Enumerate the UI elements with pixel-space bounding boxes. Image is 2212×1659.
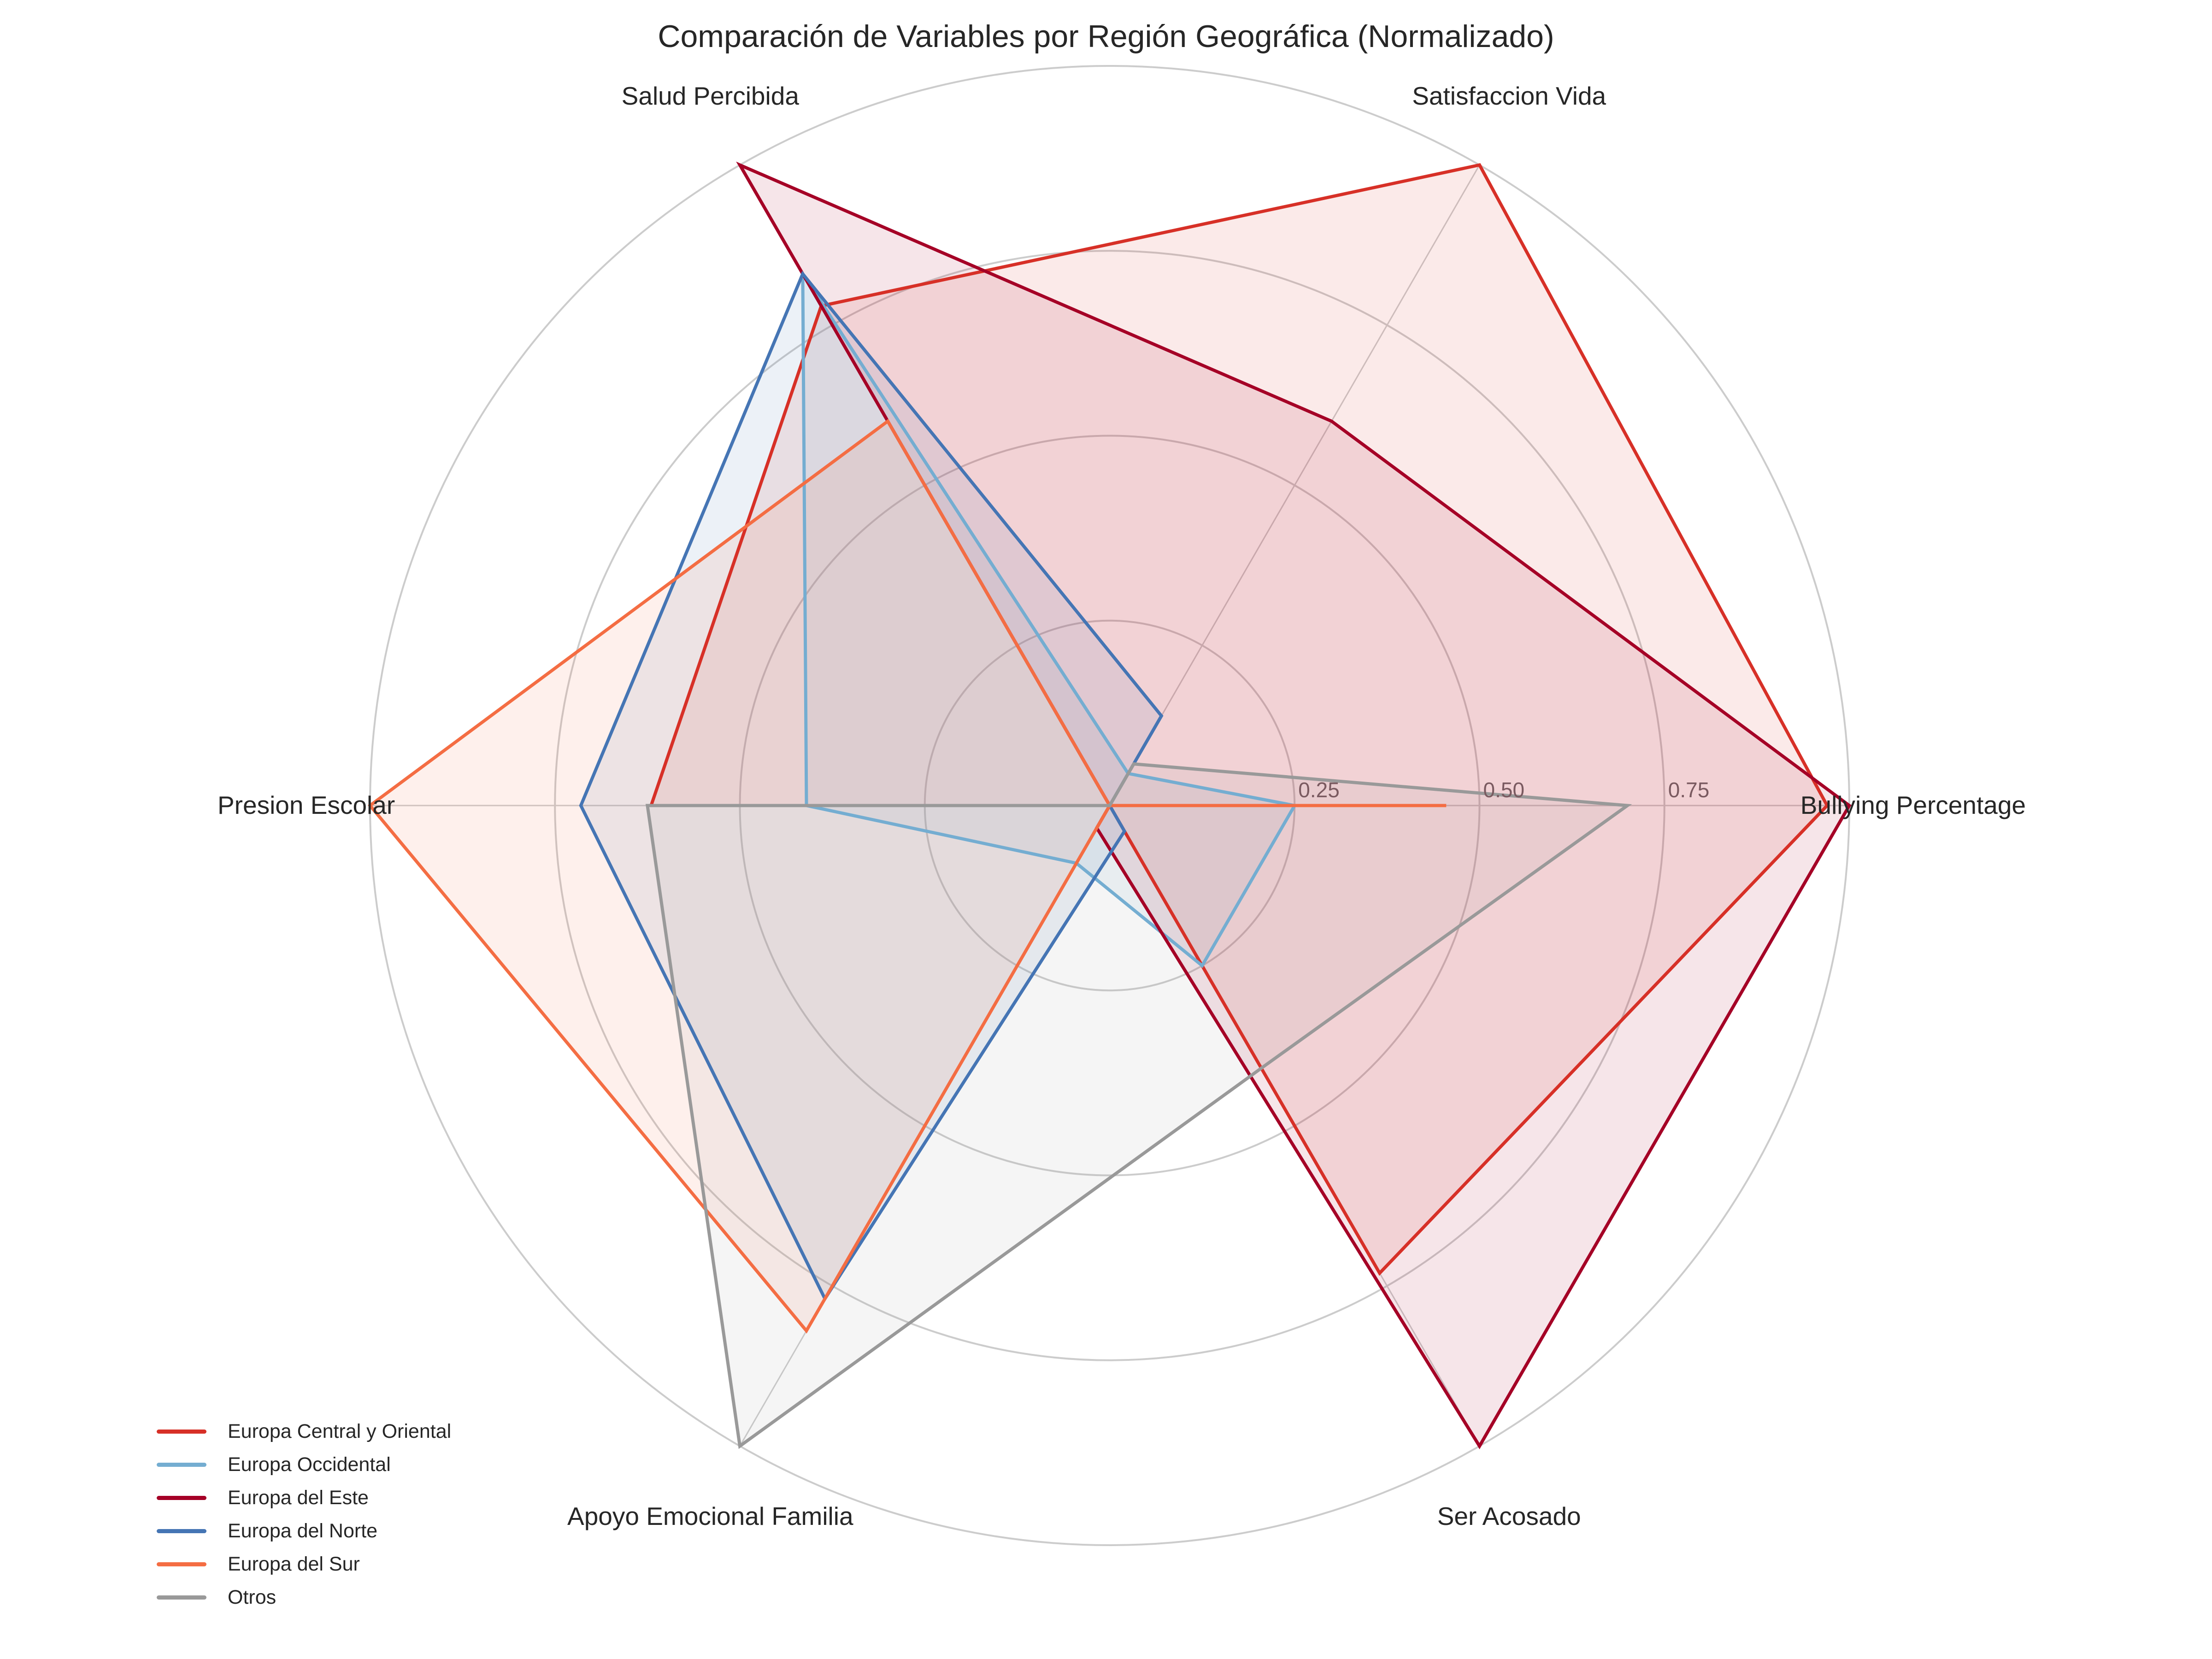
axis-label: Presion Escolar xyxy=(218,791,395,819)
axis-label: Salud Percibida xyxy=(622,82,800,110)
legend-item: Europa del Sur xyxy=(157,1547,451,1581)
radial-tick-label: 0.25 xyxy=(1298,778,1340,802)
legend-label: Europa Central y Oriental xyxy=(228,1420,452,1442)
legend-label: Europa del Este xyxy=(228,1486,369,1509)
series-layer xyxy=(367,161,1852,1449)
legend-label: Europa del Sur xyxy=(228,1553,360,1575)
series-line xyxy=(645,762,1632,1449)
radial-tick-label: 0.75 xyxy=(1668,778,1710,802)
legend-line-icon xyxy=(157,1562,206,1566)
axis-label: Apoyo Emocional Familia xyxy=(567,1502,853,1530)
axis-label: Bullying Percentage xyxy=(1800,791,2026,819)
radial-tick-labels: 0.25 0.50 0.75 xyxy=(1298,778,1709,802)
series-fill xyxy=(647,764,1628,1446)
radial-tick-label: 0.50 xyxy=(1483,778,1525,802)
legend: Europa Central y Oriental Europa Occiden… xyxy=(157,1415,451,1614)
series-line xyxy=(579,271,1164,1302)
chart-title: Comparación de Variables por Región Geog… xyxy=(658,19,1554,54)
legend-label: Europa del Norte xyxy=(228,1519,378,1542)
axis-labels: Bullying Percentage Satisfaccion Vida Salu… xyxy=(218,82,2026,1530)
legend-label: Europa Occidental xyxy=(228,1453,391,1476)
series-fill xyxy=(651,165,1827,1273)
legend-line-icon xyxy=(157,1462,206,1467)
grid-spoke xyxy=(1109,165,1480,806)
legend-label: Otros xyxy=(228,1586,276,1608)
legend-item: Europa Occidental xyxy=(157,1448,451,1481)
legend-item: Europa del Este xyxy=(157,1481,451,1514)
legend-item: Otros xyxy=(157,1581,451,1614)
series-fill xyxy=(370,421,1447,1331)
legend-line-icon xyxy=(157,1529,206,1533)
axis-label: Satisfaccion Vida xyxy=(1412,82,1606,110)
legend-line-icon xyxy=(157,1429,206,1434)
legend-item: Europa del Norte xyxy=(157,1514,451,1547)
axis-label: Ser Acosado xyxy=(1437,1502,1581,1530)
legend-line-icon xyxy=(157,1495,206,1500)
legend-item: Europa Central y Oriental xyxy=(157,1415,451,1448)
series-fill xyxy=(802,274,1295,966)
legend-line-icon xyxy=(157,1595,206,1600)
series-fill xyxy=(581,274,1162,1299)
